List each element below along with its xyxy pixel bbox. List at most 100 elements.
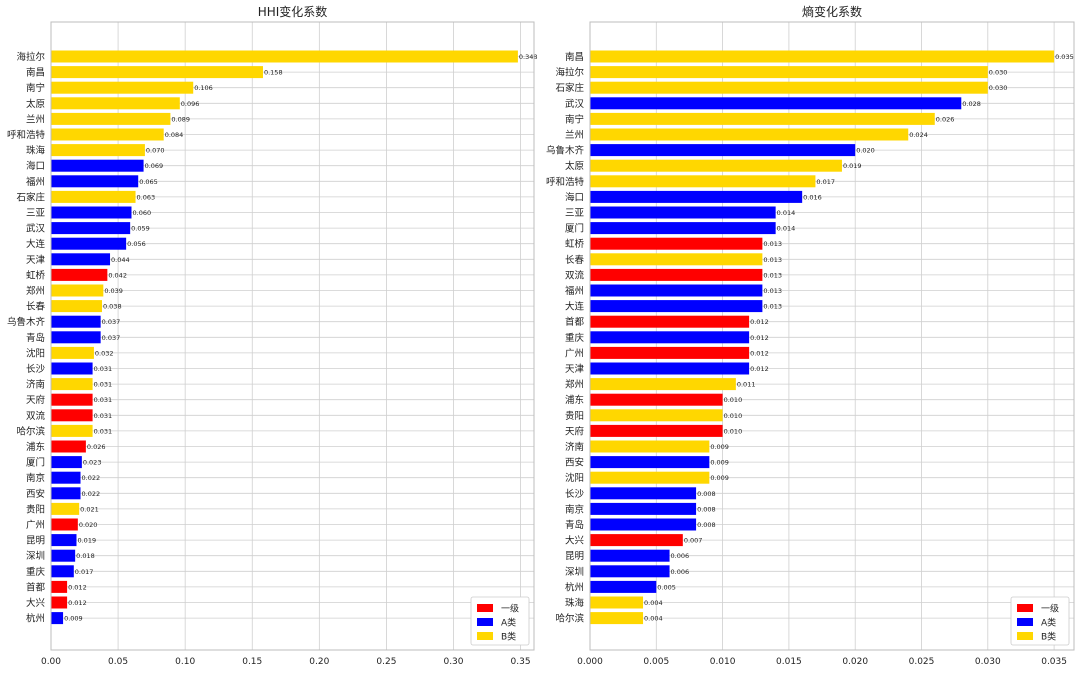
bar [51,315,101,328]
data-label: 0.021 [80,505,99,513]
bar [590,253,763,266]
data-label: 0.018 [76,552,95,560]
bar [51,549,76,562]
category-label: 深圳 [565,567,584,578]
data-label: 0.010 [724,396,743,404]
data-label: 0.035 [1055,53,1074,61]
bar [51,534,77,547]
bar [590,471,710,484]
data-label: 0.004 [644,599,663,607]
bar [51,409,93,422]
x-tick-label: 0.025 [909,657,935,667]
bar [51,112,171,125]
data-label: 0.012 [750,318,769,326]
bar [590,112,935,125]
category-label: 厦门 [26,457,45,469]
category-label: 沈阳 [26,347,45,359]
data-label: 0.013 [763,256,782,264]
data-label: 0.012 [750,349,769,357]
x-tick-label: 0.25 [376,657,396,667]
data-label: 0.009 [710,459,729,467]
bar [590,237,763,250]
category-label: 呼和浩特 [7,129,46,141]
data-label: 0.030 [989,84,1008,92]
category-label: 哈尔滨 [16,425,45,437]
category-label: 郑州 [565,379,584,391]
data-label: 0.028 [962,100,981,108]
category-label: 南昌 [565,51,584,63]
category-label: 南昌 [26,67,45,79]
data-label: 0.106 [194,84,213,92]
category-label: 青岛 [565,519,584,531]
category-label: 双流 [565,269,585,281]
bar [590,440,710,453]
category-label: 济南 [26,379,45,391]
bar [590,190,803,203]
data-label: 0.011 [737,381,756,389]
bar [590,409,723,422]
bar [51,97,180,110]
bar [590,393,723,406]
data-label: 0.031 [94,365,113,373]
bar [51,128,164,141]
category-label: 杭州 [565,581,584,593]
x-tick-label: 0.035 [1041,657,1067,667]
category-label: 南京 [26,472,45,484]
bar [590,268,763,281]
category-label: 海口 [565,191,584,203]
bar [51,393,93,406]
data-label: 0.013 [763,303,782,311]
bar [590,81,988,94]
data-label: 0.070 [146,147,165,155]
category-label: 重庆 [26,566,46,578]
data-label: 0.007 [684,537,703,545]
bar [51,159,144,172]
category-label: 天府 [26,394,46,406]
data-label: 0.012 [68,599,87,607]
category-label: 长春 [565,254,585,266]
category-label: 太原 [26,98,45,110]
bar [590,534,683,547]
legend: 一级 A类 B类 [470,596,530,646]
bar [590,596,644,609]
legend-swatch [477,618,493,626]
category-label: 广州 [565,347,584,359]
bar [590,346,750,359]
category-label: 石家庄 [555,82,584,94]
data-label: 0.022 [82,490,101,498]
category-label: 济南 [565,441,584,453]
bar [590,424,723,437]
data-label: 0.022 [82,474,101,482]
bar [51,268,108,281]
bar [51,50,518,63]
data-label: 0.008 [697,490,716,498]
data-label: 0.012 [750,365,769,373]
data-label: 0.031 [94,427,113,435]
data-label: 0.024 [909,131,928,139]
bar [590,97,962,110]
data-label: 0.158 [264,69,283,77]
data-label: 0.010 [724,412,743,420]
category-label: 武汉 [26,223,46,235]
data-label: 0.013 [763,287,782,295]
category-label: 浦东 [26,441,45,453]
category-label: 大连 [565,301,585,313]
category-label: 兰州 [565,129,584,141]
bar [590,378,736,391]
category-label: 首都 [26,581,46,593]
category-label: 乌鲁木齐 [546,145,585,157]
data-label: 0.006 [671,568,690,576]
x-tick-label: 0.10 [175,657,195,667]
bar [51,362,93,375]
legend-label: A类 [1041,617,1056,629]
bar [51,612,64,625]
x-tick-label: 0.05 [108,657,128,667]
category-label: 天府 [565,425,585,437]
data-label: 0.032 [95,349,114,357]
category-label: 天津 [26,255,46,266]
data-label: 0.037 [102,318,121,326]
legend-label: A类 [501,617,516,629]
bar [590,315,750,328]
category-label: 西安 [565,457,584,469]
legend-label: B类 [501,631,516,643]
